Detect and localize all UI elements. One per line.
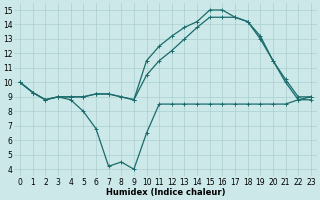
X-axis label: Humidex (Indice chaleur): Humidex (Indice chaleur) bbox=[106, 188, 225, 197]
